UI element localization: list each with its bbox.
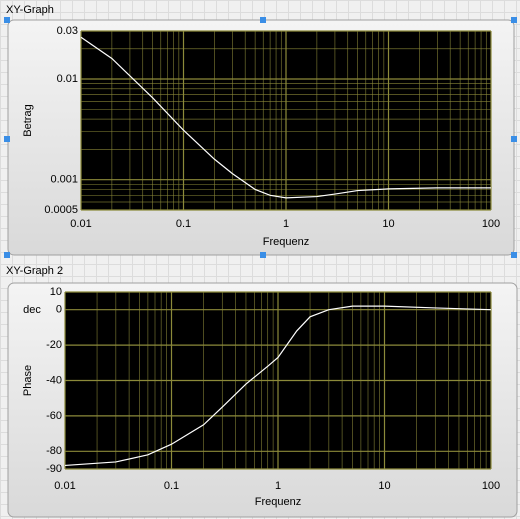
x-tick-label: 1 xyxy=(283,218,289,230)
unit-label: dec xyxy=(23,304,41,316)
y-tick-label: -40 xyxy=(46,374,62,386)
graph-title: XY-Graph 2 xyxy=(6,265,63,277)
y-tick-label: -80 xyxy=(46,445,62,457)
selection-handles xyxy=(4,17,517,258)
data-line xyxy=(64,305,492,467)
x-tick-label: 0.01 xyxy=(70,218,91,230)
y-axis-label: Phase xyxy=(22,365,34,396)
y-tick-label: -90 xyxy=(46,463,62,475)
x-tick-label: 100 xyxy=(482,480,500,492)
y-tick-label: -60 xyxy=(46,410,62,422)
y-tick-label: 0.0005 xyxy=(44,204,78,216)
graph-title: XY-Graph xyxy=(6,4,54,16)
y-tick-label: 0.03 xyxy=(57,25,78,37)
y-tick-label: 10 xyxy=(50,286,62,298)
x-tick-label: 0.1 xyxy=(164,480,179,492)
x-axis-label: Frequenz xyxy=(255,496,301,508)
y-tick-label: 0.001 xyxy=(50,174,78,186)
x-tick-label: 10 xyxy=(378,480,390,492)
x-tick-label: 10 xyxy=(382,218,394,230)
y-tick-label: -20 xyxy=(46,339,62,351)
x-axis-label: Frequenz xyxy=(263,236,309,248)
x-tick-label: 100 xyxy=(482,218,500,230)
data-line xyxy=(80,36,491,199)
x-tick-label: 1 xyxy=(275,480,281,492)
y-tick-label: 0.01 xyxy=(57,73,78,85)
y-tick-label: 0 xyxy=(56,304,62,316)
x-tick-label: 0.01 xyxy=(54,480,75,492)
y-axis-label: Betrag xyxy=(22,104,34,136)
x-tick-label: 0.1 xyxy=(176,218,191,230)
